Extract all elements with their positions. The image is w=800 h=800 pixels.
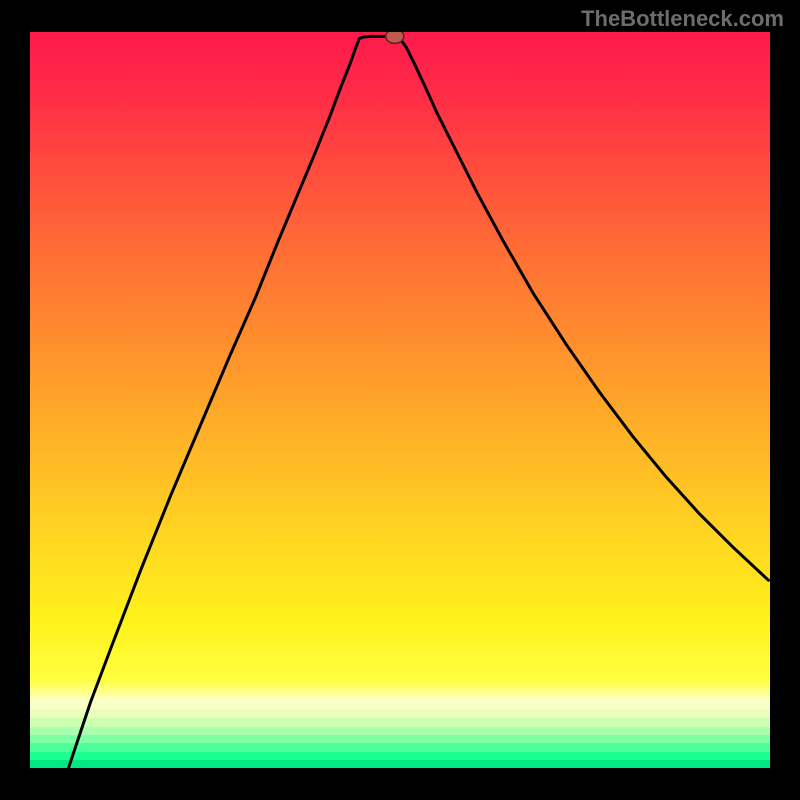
plot-inner-area — [30, 32, 770, 768]
curve-svg — [30, 32, 770, 768]
bottleneck-curve — [68, 36, 768, 768]
chart-container: TheBottleneck.com — [0, 0, 800, 800]
watermark: TheBottleneck.com — [581, 6, 784, 32]
minimum-marker — [386, 32, 404, 43]
